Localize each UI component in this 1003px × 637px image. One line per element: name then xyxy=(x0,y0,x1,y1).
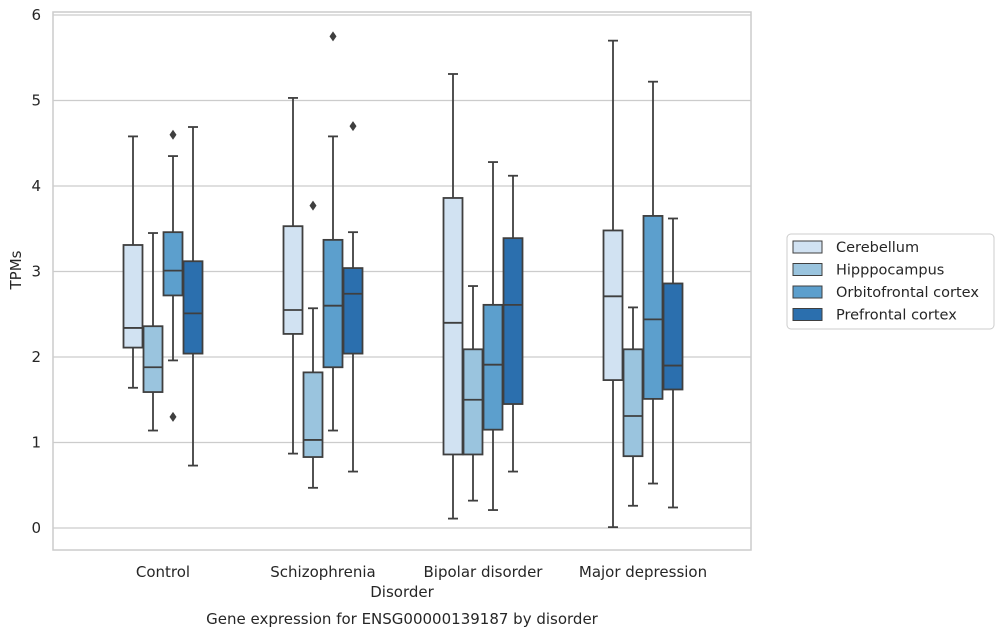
box-orbitofrontal-cortex xyxy=(162,129,184,422)
box-hipppocampus xyxy=(142,232,164,432)
box-iqr xyxy=(602,229,624,381)
box-iqr xyxy=(162,231,184,297)
y-tick-label: 6 xyxy=(31,6,41,24)
x-tick-label: Schizophrenia xyxy=(270,563,375,581)
box-prefrontal-cortex xyxy=(662,217,684,509)
legend-swatch xyxy=(792,240,823,254)
y-tick-label: 3 xyxy=(31,263,41,281)
x-axis-label: Disorder xyxy=(370,583,434,601)
box-orbitofrontal-cortex xyxy=(482,161,504,511)
legend-swatch xyxy=(792,263,823,276)
box-prefrontal-cortex xyxy=(502,174,524,473)
y-axis: 0 1 2 3 4 5 6 xyxy=(31,6,41,537)
box-cerebellum xyxy=(122,135,144,389)
outlier-point xyxy=(169,411,177,422)
box-iqr xyxy=(442,197,464,456)
box-iqr xyxy=(622,348,644,458)
box-iqr xyxy=(642,215,664,400)
box-iqr xyxy=(342,267,364,355)
box-cerebellum xyxy=(602,39,624,529)
x-tick-label: Control xyxy=(136,563,190,581)
legend-label: Cerebellum xyxy=(836,240,919,256)
x-tick-label: Bipolar disorder xyxy=(424,563,544,581)
box-iqr xyxy=(122,244,144,349)
outlier-point xyxy=(349,121,357,132)
box-iqr xyxy=(142,325,164,393)
box-iqr xyxy=(282,225,304,335)
box-cerebellum xyxy=(442,73,464,520)
box-iqr xyxy=(502,237,524,405)
box-iqr xyxy=(322,238,344,369)
box-prefrontal-cortex xyxy=(182,126,204,467)
outlier-point xyxy=(329,31,337,42)
box-orbitofrontal-cortex xyxy=(642,80,664,485)
box-hipppocampus xyxy=(462,285,484,502)
box-iqr xyxy=(662,282,684,391)
x-axis: Control Schizophrenia Bipolar disorder Majo… xyxy=(136,563,707,581)
box-iqr xyxy=(482,303,504,431)
outlier-point xyxy=(169,129,177,140)
box-iqr xyxy=(462,348,484,456)
legend-box xyxy=(786,233,995,330)
y-tick-label: 0 xyxy=(31,519,41,537)
legend: Cerebellum Hipppocampus Orbitofrontal cort… xyxy=(786,233,995,330)
legend-swatch xyxy=(792,308,823,321)
plot-frame xyxy=(52,11,752,551)
legend-label: Hipppocampus xyxy=(836,263,944,279)
y-tick-label: 2 xyxy=(31,348,41,366)
box-hipppocampus xyxy=(302,200,324,489)
box-iqr xyxy=(302,371,324,458)
box-prefrontal-cortex xyxy=(342,121,364,473)
box-orbitofrontal-cortex xyxy=(322,31,344,432)
legend-label: Prefrontal cortex xyxy=(836,308,957,324)
boxes xyxy=(122,31,684,529)
chart-caption: Gene expression for ENSG00000139187 by d… xyxy=(206,610,599,628)
y-tick-label: 1 xyxy=(31,434,41,452)
y-axis-label: TPMs xyxy=(7,250,25,290)
box-cerebellum xyxy=(282,97,304,455)
y-tick-label: 4 xyxy=(31,177,41,195)
legend-swatch xyxy=(792,285,823,299)
legend-label: Orbitofrontal cortex xyxy=(836,285,979,301)
y-tick-label: 5 xyxy=(31,92,41,110)
box-iqr xyxy=(182,260,204,355)
x-tick-label: Major depression xyxy=(579,563,707,581)
box-hipppocampus xyxy=(622,306,644,507)
outlier-point xyxy=(309,200,317,211)
